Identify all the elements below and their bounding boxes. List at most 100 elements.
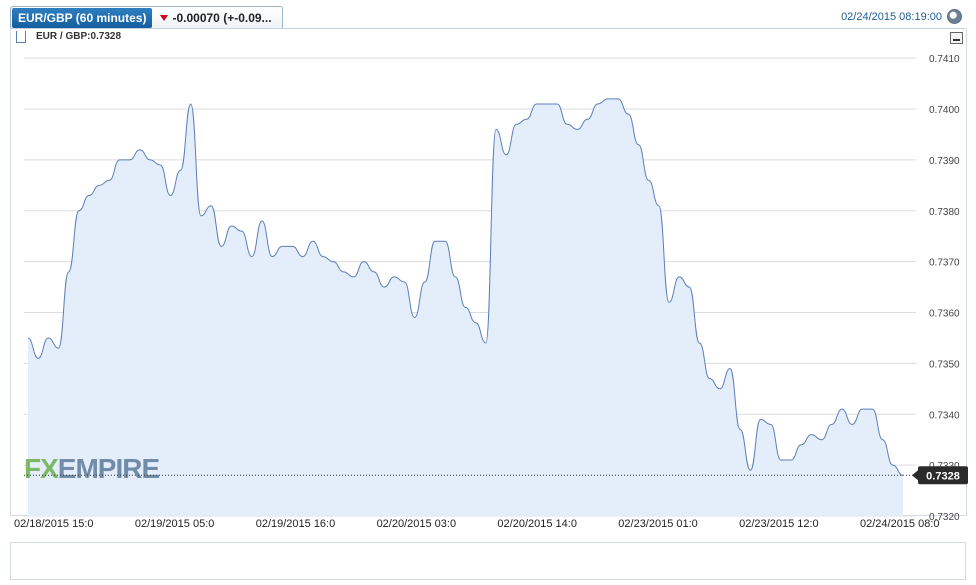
y-tick-label: 0.7390 (929, 156, 960, 167)
data-point (27, 337, 28, 338)
pair-title[interactable]: EUR/GBP (60 minutes) (12, 8, 153, 28)
x-tick-label: 02/19/2015 05:0 (135, 518, 215, 530)
x-tick-label: 02/20/2015 14:0 (497, 518, 577, 530)
pair-tab[interactable]: EUR/GBP (60 minutes) -0.00070 (+-0.09... (10, 6, 283, 29)
data-point (465, 307, 466, 308)
data-point (119, 159, 120, 160)
data-point (841, 409, 842, 410)
x-tick-label: 02/20/2015 03:0 (377, 518, 457, 530)
data-point (648, 180, 649, 181)
data-point (353, 276, 354, 277)
data-point (373, 271, 374, 272)
price-change: -0.00070 (+-0.09... (172, 11, 272, 25)
data-point (872, 409, 873, 410)
data-point (384, 286, 385, 287)
current-price-badge (918, 466, 968, 485)
data-point (414, 317, 415, 318)
data-point (424, 281, 425, 282)
data-point (892, 465, 893, 466)
data-point (628, 114, 629, 115)
x-tick-label: 02/23/2015 12:0 (739, 518, 819, 530)
data-point (536, 103, 537, 104)
data-point (68, 271, 69, 272)
data-point (770, 424, 771, 425)
series-legend-icon (16, 31, 26, 43)
y-tick-label: 0.7350 (929, 359, 960, 370)
data-point (343, 271, 344, 272)
data-point (852, 424, 853, 425)
data-point (668, 302, 669, 303)
data-point (211, 205, 212, 206)
data-point (516, 124, 517, 125)
data-point (78, 210, 79, 211)
data-point (48, 337, 49, 338)
data-point (597, 103, 598, 104)
minimize-icon[interactable] (950, 32, 963, 44)
data-point (760, 419, 761, 420)
y-tick-label: 0.7410 (929, 54, 960, 65)
data-point (434, 241, 435, 242)
data-point (607, 98, 608, 99)
current-price-label: 0.7328 (926, 470, 960, 482)
data-point (699, 342, 700, 343)
data-point (139, 149, 140, 150)
data-point (312, 241, 313, 242)
data-point (567, 124, 568, 125)
current-price-pointer (912, 470, 918, 481)
data-point (485, 342, 486, 343)
price-series-line (27, 98, 904, 476)
settings-circle-icon[interactable] (947, 9, 962, 24)
data-point (546, 103, 547, 104)
data-point (180, 169, 181, 170)
data-point (811, 434, 812, 435)
data-point (261, 220, 262, 221)
data-point (618, 98, 619, 99)
data-point (882, 439, 883, 440)
y-tick-label: 0.7380 (929, 207, 960, 218)
data-point (801, 444, 802, 445)
y-tick-label: 0.7360 (929, 309, 960, 320)
data-point (251, 256, 252, 257)
data-point (231, 225, 232, 226)
navigator-panel (10, 542, 966, 580)
data-point (821, 439, 822, 440)
data-point (292, 246, 293, 247)
down-arrow-icon (160, 15, 169, 21)
data-point (689, 286, 690, 287)
y-tick-label: 0.7370 (929, 258, 960, 269)
data-point (658, 205, 659, 206)
data-point (149, 159, 150, 160)
data-point (38, 358, 39, 359)
data-point (495, 129, 496, 130)
data-point (88, 195, 89, 196)
data-point (394, 276, 395, 277)
data-point (862, 409, 863, 410)
data-point (322, 256, 323, 257)
timestamp: 02/24/2015 08:19:00 (841, 11, 942, 23)
watermark-logo: FXEMPIRE (24, 453, 159, 484)
data-point (455, 276, 456, 277)
data-point (709, 378, 710, 379)
y-tick-label: 0.7400 (929, 105, 960, 116)
x-tick-label: 02/19/2015 16:0 (256, 518, 336, 530)
x-tick-label: 02/18/2015 15:0 (14, 518, 94, 530)
data-point (526, 119, 527, 120)
data-point (719, 388, 720, 389)
data-point (282, 246, 283, 247)
data-point (170, 195, 171, 196)
data-point (740, 429, 741, 430)
header-divider (10, 28, 966, 29)
data-point (241, 231, 242, 232)
y-tick-label: 0.7320 (929, 512, 960, 523)
data-point (58, 348, 59, 349)
data-point (638, 144, 639, 145)
data-point (302, 256, 303, 257)
data-point (556, 103, 557, 104)
data-point (445, 241, 446, 242)
data-point (109, 180, 110, 181)
data-point (272, 256, 273, 257)
data-point (679, 276, 680, 277)
data-point (506, 154, 507, 155)
x-tick-label: 02/23/2015 01:0 (618, 518, 698, 530)
